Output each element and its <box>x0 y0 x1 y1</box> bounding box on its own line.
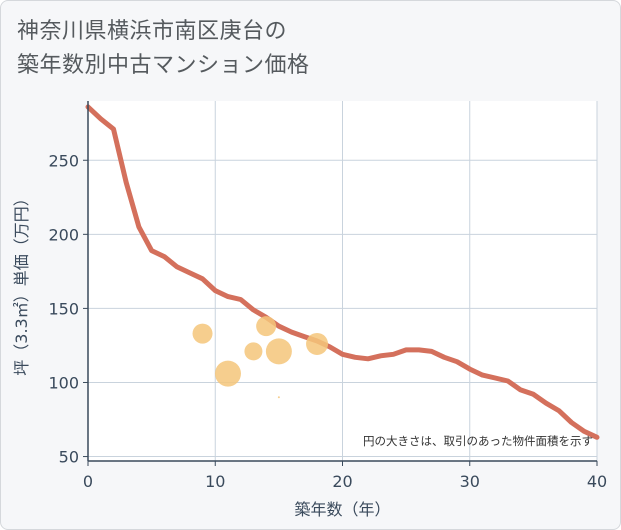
chart-title-line1: 神奈川県横浜市南区庚台の <box>17 19 288 44</box>
data-bubble <box>244 342 263 361</box>
y-tick-label: 250 <box>48 151 79 170</box>
x-tick-label: 30 <box>460 472 480 491</box>
data-bubble <box>214 360 241 387</box>
trend-line-layer <box>85 104 600 440</box>
axis-labels: 0 10 20 30 40 50 100 150 200 250 築年数（年） 坪（3.3㎡）単価（万… <box>12 151 607 519</box>
y-tick-label: 50 <box>59 448 79 467</box>
chart-title: 神奈川県横浜市南区庚台の 築年数別中古マンション価格 <box>17 15 577 83</box>
trend-line <box>85 104 600 440</box>
axes <box>83 101 598 466</box>
grid <box>88 101 598 461</box>
chart-note: 円の大きさは、取引のあった物件面積を示す <box>363 434 593 448</box>
x-tick-label: 0 <box>83 472 93 491</box>
x-tick-label: 40 <box>587 472 607 491</box>
chart-title-line2: 築年数別中古マンション価格 <box>17 53 310 78</box>
x-axis-title: 築年数（年） <box>294 500 390 519</box>
y-axis-title: 坪（3.3㎡）単価（万円） <box>12 190 31 375</box>
y-tick-label: 100 <box>48 373 79 392</box>
y-tick-label: 150 <box>48 299 79 318</box>
data-bubble <box>192 323 213 344</box>
data-bubble <box>256 316 277 337</box>
data-bubble <box>265 338 292 365</box>
data-bubble <box>306 332 329 355</box>
x-tick-label: 20 <box>332 472 352 491</box>
y-tick-label: 200 <box>48 225 79 244</box>
bubble-layer <box>192 316 329 399</box>
data-bubble <box>277 396 280 399</box>
x-tick-label: 10 <box>205 472 225 491</box>
